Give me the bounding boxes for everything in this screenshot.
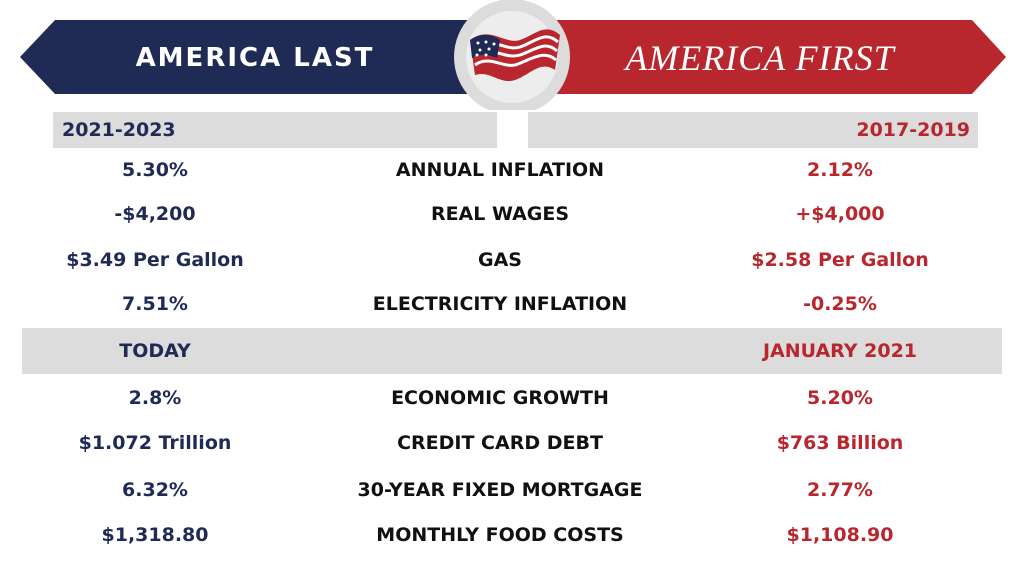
american-flag-ribbon-icon — [470, 29, 560, 82]
row-credit-card-debt-right: $763 Billion — [776, 432, 904, 454]
row-credit-card-debt-left: $1.072 Trillion — [78, 432, 232, 454]
row-mortgage-left: 6.32% — [122, 479, 188, 501]
banner-graphic — [20, 0, 1006, 110]
row-electricity-inflation-label: ELECTRICITY INFLATION — [372, 293, 628, 315]
section1-left-period: 2021-2023 — [62, 119, 176, 141]
row-electricity-inflation-right: -0.25% — [803, 293, 877, 315]
row-electricity-inflation-left: 7.51% — [122, 293, 188, 315]
row-economic-growth-label: ECONOMIC GROWTH — [391, 387, 609, 409]
row-annual-inflation-right: 2.12% — [807, 159, 873, 181]
left-arrow-shape — [20, 20, 470, 94]
section2-left-period: TODAY — [119, 340, 191, 362]
row-annual-inflation-label: ANNUAL INFLATION — [395, 159, 605, 181]
row-annual-inflation-left: 5.30% — [122, 159, 188, 181]
row-credit-card-debt-label: CREDIT CARD DEBT — [397, 432, 603, 454]
row-economic-growth-right: 5.20% — [807, 387, 873, 409]
row-food-costs-left: $1,318.80 — [101, 524, 209, 546]
row-gas-label: GAS — [478, 249, 522, 271]
section1-left-header-bar — [53, 112, 497, 148]
row-economic-growth-left: 2.8% — [128, 387, 182, 409]
row-real-wages-label: REAL WAGES — [430, 203, 570, 225]
section1-right-period: 2017-2019 — [856, 119, 970, 141]
row-mortgage-right: 2.77% — [807, 479, 873, 501]
row-real-wages-right: +$4,000 — [795, 203, 885, 225]
row-food-costs-right: $1,108.90 — [786, 524, 894, 546]
left-banner-title: AMERICA LAST — [135, 43, 375, 73]
right-banner-title: AMERICA FIRST — [625, 38, 895, 78]
row-gas-right: $2.58 Per Gallon — [751, 249, 929, 271]
row-gas-left: $3.49 Per Gallon — [66, 249, 244, 271]
row-mortgage-label: 30-YEAR FIXED MORTGAGE — [357, 479, 643, 501]
section2-header-bar — [22, 328, 1002, 374]
right-arrow-shape — [555, 20, 1006, 94]
section2-right-period: JANUARY 2021 — [762, 340, 918, 362]
row-food-costs-label: MONTHLY FOOD COSTS — [376, 524, 624, 546]
header-banner: AMERICA LAST AMERICA FIRST — [0, 0, 1024, 110]
section1-right-header-bar — [528, 112, 978, 148]
row-real-wages-left: -$4,200 — [114, 203, 196, 225]
